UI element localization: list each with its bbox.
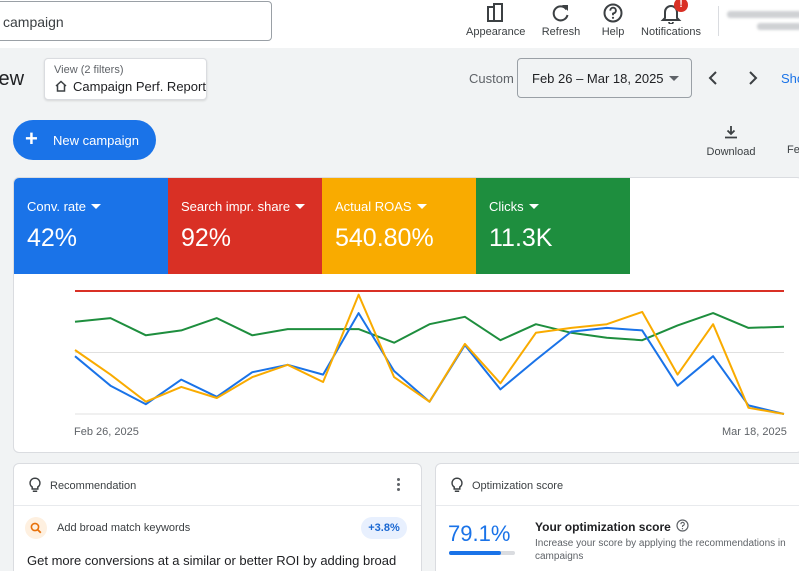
lightbulb-icon	[29, 477, 41, 493]
series-line-1	[74, 312, 785, 344]
metric-label: Conv. rate	[27, 199, 87, 214]
series-line-2	[74, 312, 785, 415]
recommendation-card: Recommendation	[13, 463, 422, 571]
download-icon	[725, 126, 737, 139]
caret-down-icon	[416, 204, 427, 209]
download-button[interactable]: Download	[705, 124, 757, 158]
performance-chart-card: Conv. rate 42% Search impr. share 92% Ac…	[13, 177, 799, 453]
appearance-label: Appearance	[466, 26, 526, 38]
view-filters-label: View (2 filters)	[54, 64, 124, 76]
caret-down-icon	[528, 204, 539, 209]
optimization-header: Optimization score	[436, 464, 799, 506]
notifications-label: Notifications	[641, 26, 701, 38]
refresh-icon	[552, 5, 569, 22]
more-vert-icon	[396, 478, 400, 481]
optimization-title: Optimization score	[472, 480, 564, 492]
help-button[interactable]: Help	[598, 2, 628, 38]
search-icon-badge	[25, 517, 47, 539]
more-options-button[interactable]	[395, 476, 401, 494]
optimization-score-card: Optimization score	[435, 463, 799, 571]
home-icon	[55, 80, 67, 92]
date-range-picker[interactable]: Feb 26 – Mar 18, 2025	[517, 58, 692, 98]
notifications-button[interactable]: Notifications !	[640, 0, 702, 38]
chevron-left-icon	[708, 71, 717, 85]
line-chart	[74, 290, 785, 415]
optimization-score-bar	[449, 551, 515, 555]
feedback-button[interactable]: Fe	[787, 144, 799, 156]
recommendation-header: Recommendation	[14, 464, 421, 506]
search-input-value: campaign	[3, 14, 64, 30]
date-range-value: Feb 26 – Mar 18, 2025	[532, 71, 664, 86]
caret-down-icon	[91, 204, 102, 209]
recommendation-description: Get more conversions at a similar or bet…	[27, 553, 397, 568]
view-name: Campaign Perf. Report	[73, 79, 206, 94]
refresh-label: Refresh	[541, 26, 581, 38]
appearance-button[interactable]: Appearance	[466, 2, 526, 38]
optimization-heading: Your optimization score	[535, 520, 671, 534]
search-input[interactable]: campaign	[0, 1, 272, 41]
series-line-3	[74, 293, 785, 415]
x-tick-label-end: Mar 18, 2025	[722, 426, 787, 438]
lightbulb-icon	[451, 477, 463, 493]
metric-value: 42%	[27, 224, 78, 252]
help-icon	[603, 3, 623, 23]
account-id-redacted	[727, 11, 799, 18]
metric-label: Search impr. share	[181, 199, 291, 214]
caret-down-icon	[295, 204, 306, 209]
metric-value: 11.3K	[489, 224, 553, 252]
score-uplift-badge: +3.8%	[361, 517, 407, 539]
appearance-icon	[487, 3, 503, 22]
metric-label: Clicks	[489, 199, 524, 214]
optimization-score-value: 79.1%	[448, 521, 511, 546]
metric-value: 92%	[181, 224, 232, 252]
previous-period-button[interactable]	[703, 68, 723, 88]
bell-icon	[660, 5, 682, 24]
refresh-button[interactable]: Refresh	[540, 2, 582, 38]
date-preset-label: Custom	[469, 71, 514, 86]
show-link[interactable]: Sho	[781, 71, 799, 86]
x-tick-label-start: Feb 26, 2025	[74, 426, 139, 438]
chevron-down-icon	[669, 76, 679, 81]
metric-conv-rate[interactable]: Conv. rate 42%	[14, 178, 168, 274]
recommendation-title: Recommendation	[50, 480, 137, 492]
download-label: Download	[706, 146, 756, 158]
chevron-right-icon	[749, 71, 758, 85]
optimization-score-bar-fill	[449, 551, 502, 555]
metric-value: 540.80%	[335, 224, 434, 252]
help-icon[interactable]	[676, 519, 689, 532]
metric-label: Actual ROAS	[335, 199, 412, 214]
notification-badge: !	[674, 0, 688, 12]
help-label: Help	[601, 26, 625, 38]
new-campaign-label: New campaign	[53, 133, 139, 148]
top-bar: campaign Appearance Refresh Help Notific…	[0, 0, 799, 48]
metric-clicks[interactable]: Clicks 11.3K	[476, 178, 630, 274]
metric-search-impr-share[interactable]: Search impr. share 92%	[168, 178, 322, 274]
account-switcher[interactable]	[718, 6, 799, 36]
view-selector[interactable]: View (2 filters) Campaign Perf. Report	[44, 58, 207, 100]
search-icon	[30, 522, 42, 534]
metric-actual-roas[interactable]: Actual ROAS 540.80%	[322, 178, 476, 274]
new-campaign-button[interactable]: + New campaign	[13, 120, 156, 160]
page-title: iew	[0, 68, 25, 90]
account-email-redacted	[757, 23, 799, 30]
optimization-description: Increase your score by applying the reco…	[535, 538, 786, 562]
next-period-button[interactable]	[743, 68, 763, 88]
plus-icon: +	[25, 126, 38, 151]
recommendation-item[interactable]: Add broad match keywords	[57, 522, 191, 534]
